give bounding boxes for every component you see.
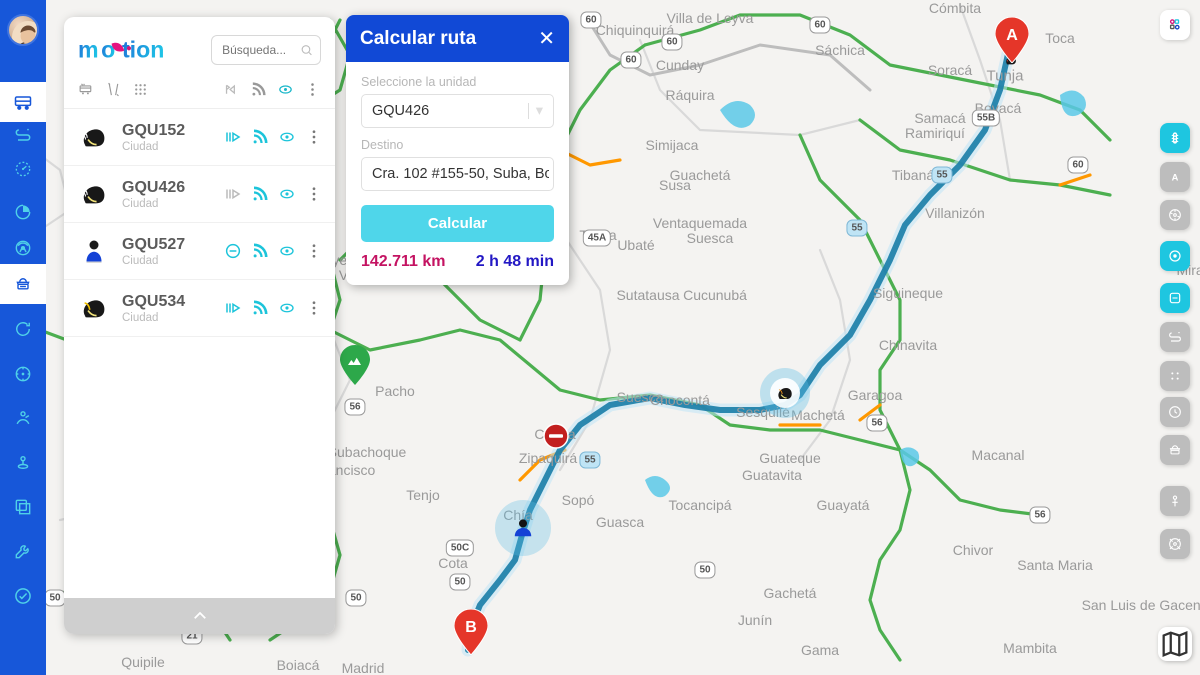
svg-text:m: m bbox=[78, 37, 99, 63]
svg-text:A: A bbox=[1172, 172, 1179, 182]
svg-text:A: A bbox=[1006, 27, 1018, 44]
svg-text:o: o bbox=[101, 37, 115, 63]
svg-text:B: B bbox=[465, 619, 477, 636]
